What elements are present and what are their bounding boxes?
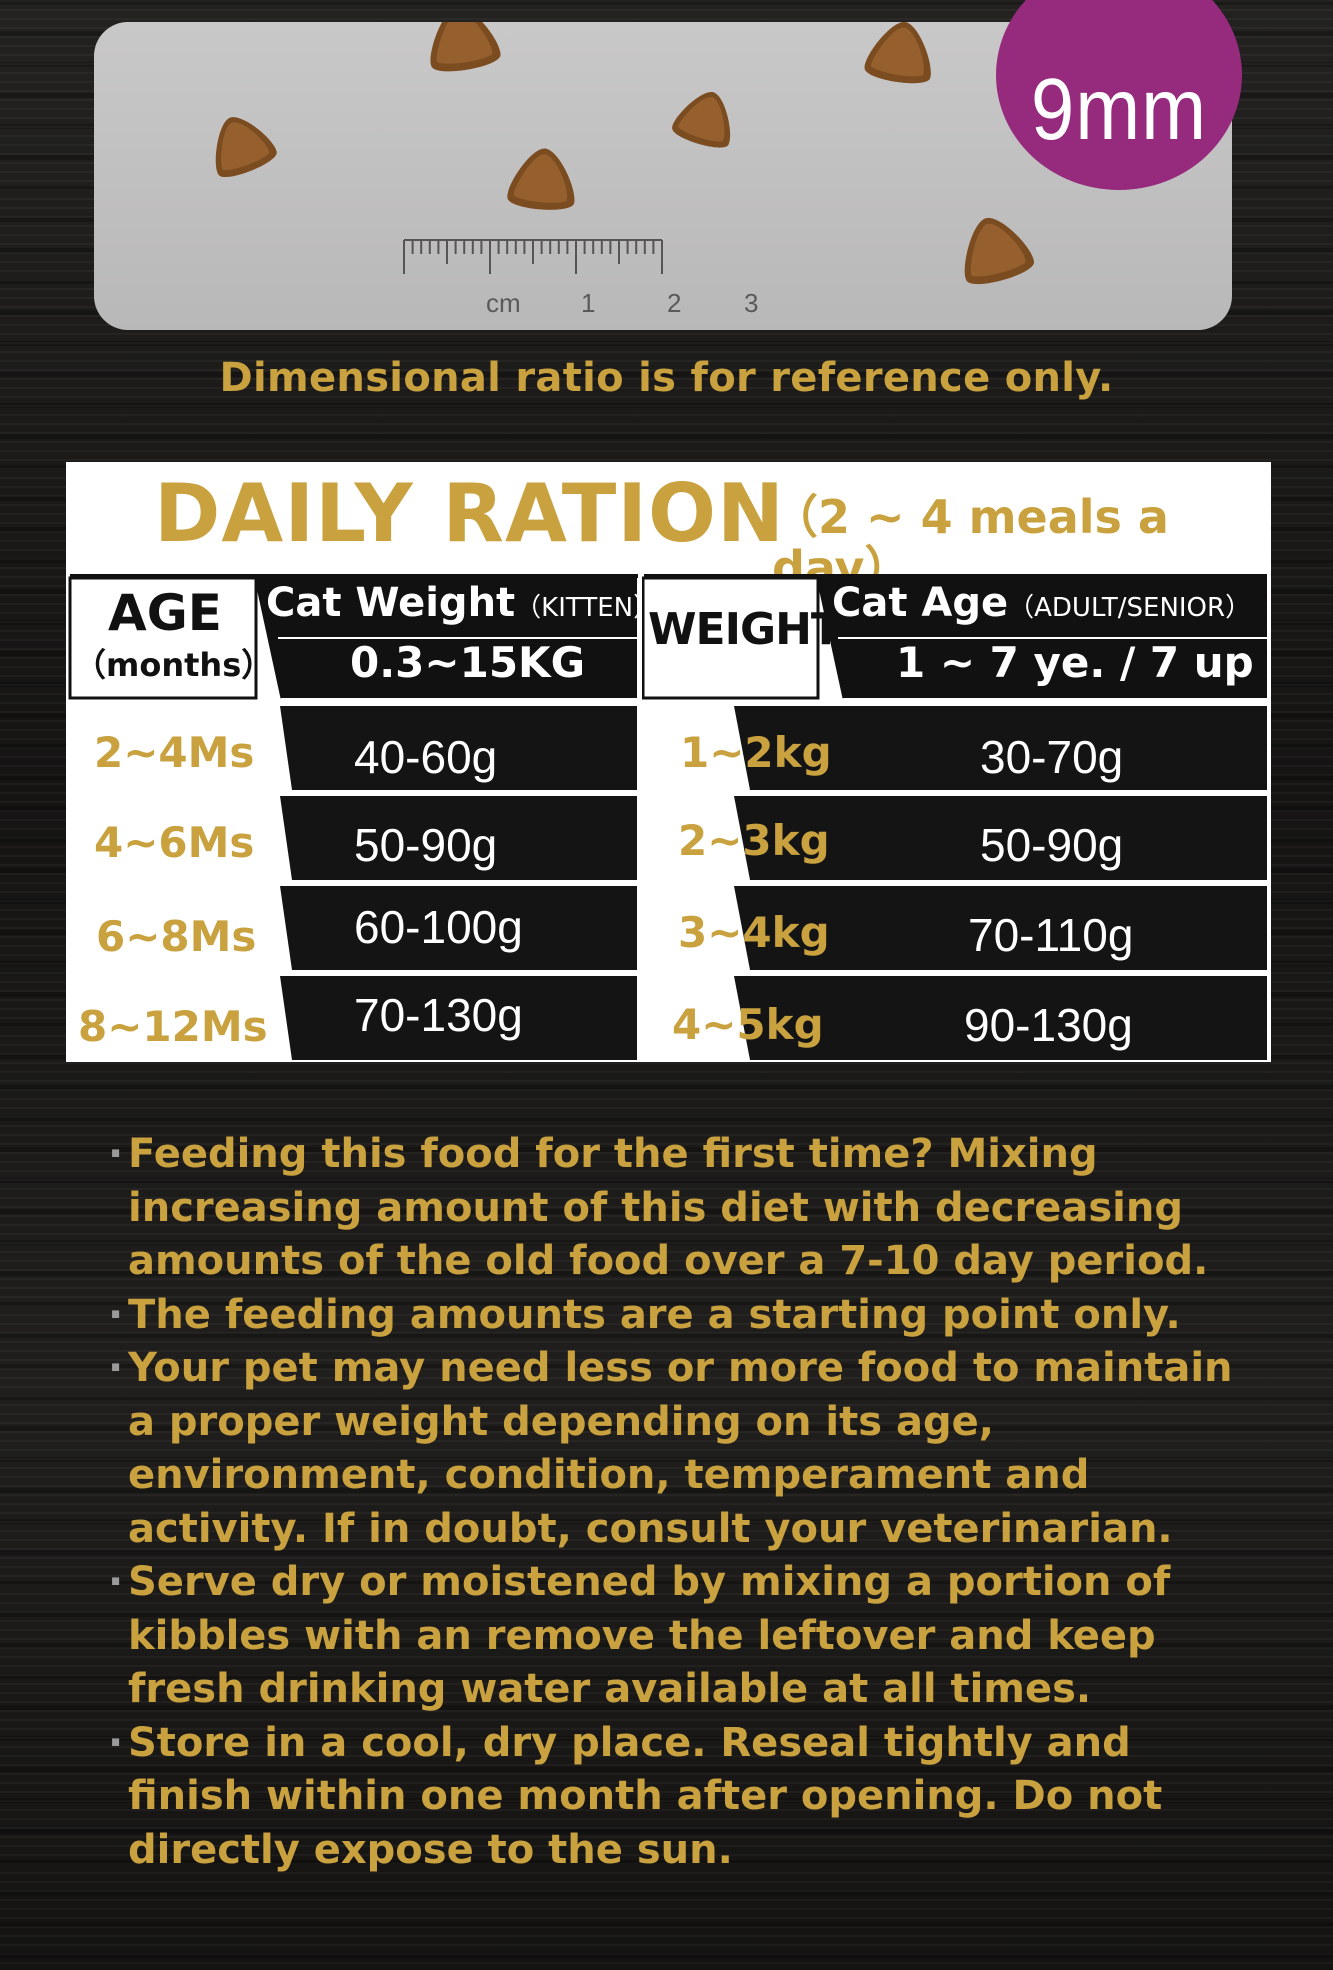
kitten-weight-range: 0.3~15KG: [350, 638, 586, 687]
adult-weight-cell: 3~4kg: [678, 908, 830, 957]
kibble-image: [498, 136, 588, 224]
note-item: · Your pet may need less or more food to …: [108, 1342, 1258, 1556]
adult-amount-cell: 90-130g: [964, 999, 1133, 1051]
header-divider: [70, 574, 638, 578]
note-text: Feeding this food for the first time? Mi…: [128, 1131, 1209, 1284]
ruler-ticks-icon: [403, 239, 663, 274]
ruler-tick-label: 1: [581, 288, 596, 318]
size-badge: 9mm: [996, 0, 1242, 190]
ration-row-bands: [70, 706, 1267, 1060]
adult-weight-cell: 1~2kg: [680, 728, 832, 777]
ration-subtitle: （2 ~ 4 meals a day）: [772, 490, 1169, 595]
kitten-age-cell: 4~6Ms: [94, 818, 255, 867]
note-text: The feeding amounts are a starting point…: [128, 1291, 1181, 1338]
kitten-amount-cell: 50-90g: [354, 819, 498, 871]
kitten-amount-cell: 70-130g: [354, 989, 523, 1041]
age-unit-header: （months）: [74, 646, 274, 684]
header-divider: [644, 574, 1267, 578]
daily-ration-table: DAILY RATION （2 ~ 4 meals a day） AGE （mo…: [66, 462, 1271, 1062]
note-text: Serve dry or moistened by mixing a porti…: [128, 1559, 1171, 1712]
kitten-amount-cell: 60-100g: [354, 901, 523, 953]
ruler-tick-label: 2: [667, 288, 682, 318]
adult-amount-cell: 70-110g: [968, 909, 1134, 961]
bullet-icon: ·: [108, 1291, 124, 1338]
header-band: [68, 574, 1267, 702]
kitten-amount-cell: 40-60g: [354, 731, 498, 783]
kitten-qualifier: （KITTEN）: [515, 593, 660, 623]
note-text: Store in a cool, dry place. Reseal tight…: [128, 1719, 1163, 1873]
note-text: Your pet may need less or more food to m…: [128, 1345, 1233, 1552]
note-item: · Feeding this food for the first time? M…: [108, 1128, 1258, 1289]
ruler-unit-label: cm: [486, 288, 521, 318]
kitten-age-cell: 8~12Ms: [78, 1002, 268, 1051]
adult-age-range: 1 ~ 7 ye. / 7 up: [896, 638, 1254, 687]
note-item: · Store in a cool, dry place. Reseal tigh…: [108, 1717, 1258, 1878]
cat-weight-header: Cat Weight（KITTEN）: [266, 580, 659, 626]
adult-amount-cell: 50-90g: [980, 819, 1124, 871]
note-item: · The feeding amounts are a starting poin…: [108, 1289, 1258, 1343]
bullet-icon: ·: [108, 1559, 124, 1605]
ration-title: DAILY RATION: [154, 467, 785, 560]
cat-weight-label: Cat Weight: [266, 580, 516, 626]
kibble-image: [186, 98, 297, 192]
size-badge-label: 9mm: [1030, 59, 1208, 158]
kibble-image: [415, 22, 510, 82]
adult-weight-cell: 2~3kg: [678, 816, 830, 865]
kibble-image: [943, 199, 1047, 301]
bullet-icon: ·: [108, 1719, 124, 1766]
reference-note: Dimensional ratio is for reference only.: [219, 355, 1114, 401]
age-header: AGE: [108, 584, 222, 642]
cat-age-header: Cat Age（ADULT/SENIOR）: [832, 580, 1251, 626]
kibble-image: [655, 76, 758, 162]
feeding-notes: · Feeding this food for the first time? M…: [108, 1128, 1258, 1877]
adult-amount-cell: 30-70g: [980, 731, 1124, 783]
bullet-icon: ·: [108, 1131, 124, 1177]
bullet-icon: ·: [108, 1345, 124, 1391]
kibble-image: [851, 22, 952, 95]
weight-header: WEIGHT: [648, 604, 841, 655]
kitten-age-cell: 2~4Ms: [94, 728, 255, 777]
adult-weight-cell: 4~5kg: [672, 1000, 824, 1049]
note-item: · Serve dry or moistened by mixing a port…: [108, 1556, 1258, 1717]
kitten-age-cell: 6~8Ms: [96, 912, 257, 961]
ruler-tick-label: 3: [744, 288, 759, 318]
adult-qualifier: （ADULT/SENIOR）: [1008, 593, 1252, 623]
cat-age-label: Cat Age: [832, 580, 1009, 626]
ruler-scale: cm 1 2 3: [400, 210, 760, 320]
